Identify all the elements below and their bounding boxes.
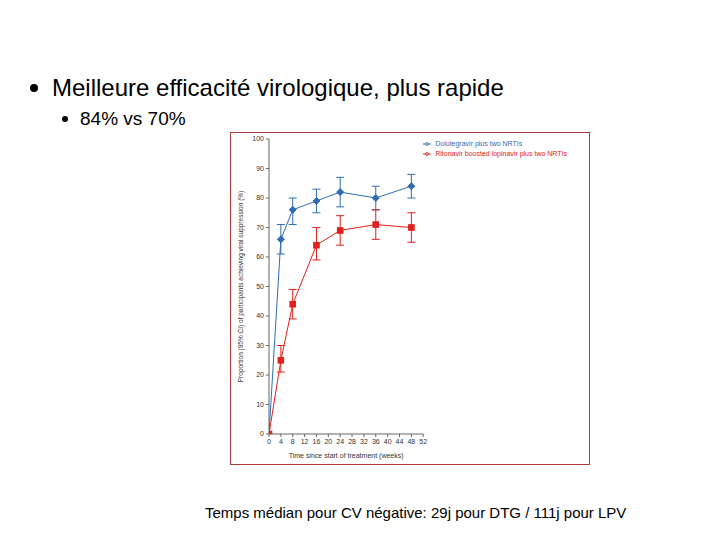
- svg-text:40: 40: [256, 312, 264, 319]
- svg-text:80: 80: [256, 194, 264, 201]
- html-text:Meilleure efficacité virologiq: Meilleure efficacité virologique, plus r…: [52, 74, 504, 101]
- html-text:84% vs 70%: 84% vs 70%: [80, 108, 186, 129]
- svg-text:12: 12: [301, 438, 309, 445]
- html-text:Ritonavir boosted lopinavir pl: Ritonavir boosted lopinavir plus two NRT…: [435, 150, 567, 157]
- svg-text:16: 16: [313, 438, 321, 445]
- svg-text:60: 60: [256, 253, 264, 260]
- svg-text:20: 20: [256, 371, 264, 378]
- svg-text:100: 100: [252, 135, 264, 142]
- svg-text:8: 8: [291, 438, 295, 445]
- svg-text:36: 36: [372, 438, 380, 445]
- svg-text:28: 28: [348, 438, 356, 445]
- svg-text:0: 0: [267, 438, 271, 445]
- svg-text:48: 48: [407, 438, 415, 445]
- svg-text:32: 32: [360, 438, 368, 445]
- svg-text:0: 0: [260, 430, 264, 437]
- svg-text:10: 10: [256, 401, 264, 408]
- svg-text:52: 52: [419, 438, 427, 445]
- svg-text:Proportion (95% CI) of partici: Proportion (95% CI) of participants achi…: [237, 191, 245, 382]
- html-text:Dolutegravir plus two NRTIs: Dolutegravir plus two NRTIs: [435, 140, 523, 147]
- svg-text:4: 4: [279, 438, 283, 445]
- svg-text:30: 30: [256, 342, 264, 349]
- svg-text:20: 20: [324, 438, 332, 445]
- svg-text:Time since start of treatment: Time since start of treatment (weeks): [289, 452, 404, 460]
- svg-text:50: 50: [256, 283, 264, 290]
- svg-text:24: 24: [336, 438, 344, 445]
- svg-text:90: 90: [256, 165, 264, 172]
- svg-text:44: 44: [396, 438, 404, 445]
- svg-text:70: 70: [256, 224, 264, 231]
- html-text:Temps médian pour CV négative:: Temps médian pour CV négative: 29j pour …: [205, 504, 627, 521]
- svg-text:40: 40: [384, 438, 392, 445]
